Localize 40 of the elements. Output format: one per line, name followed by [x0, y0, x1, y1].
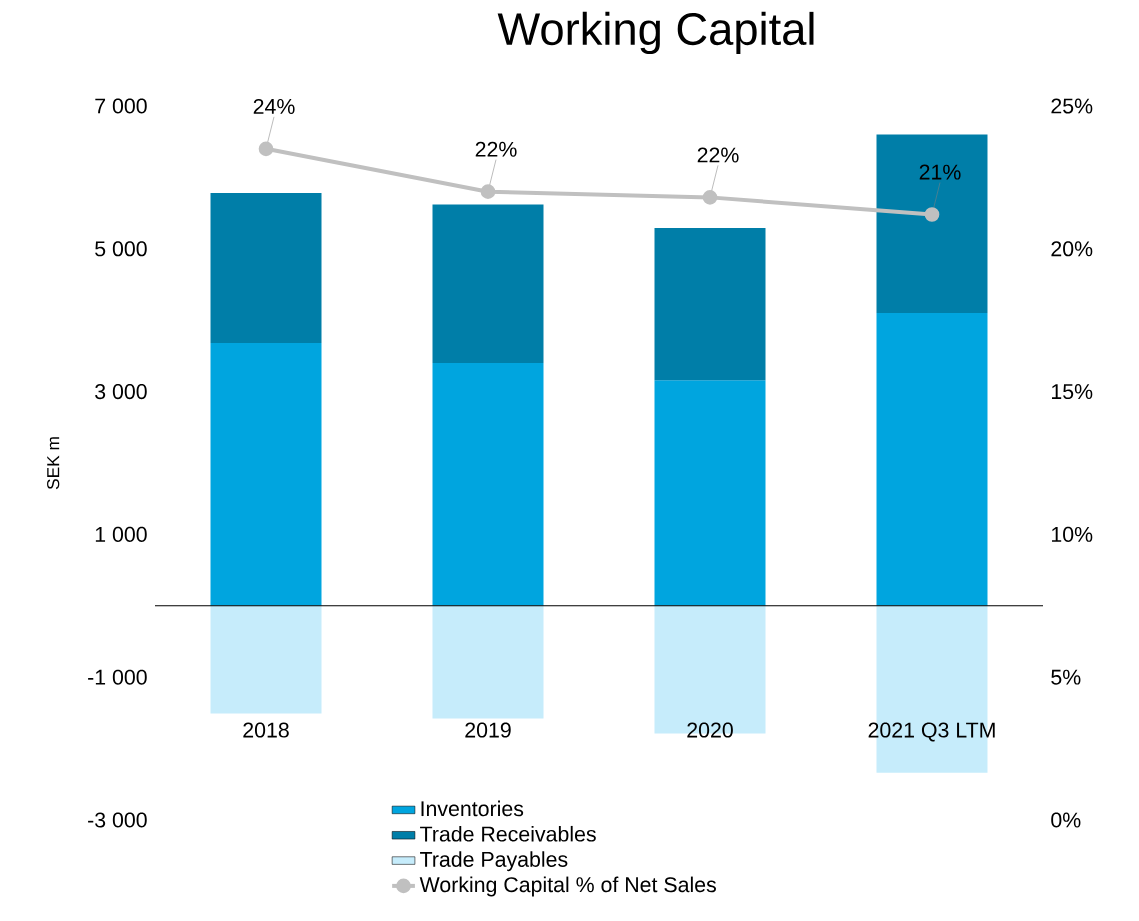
data-label: 21%: [919, 164, 961, 180]
bar: [210, 605, 322, 714]
chart-title: Working Capital: [497, 11, 814, 55]
y2-tick-label: 0%: [1051, 812, 1081, 828]
y-tick-label: 5 000: [95, 241, 147, 257]
y-tick-label: -3 000: [88, 812, 147, 828]
bar: [876, 313, 988, 606]
y2-tick-label: 20%: [1051, 241, 1093, 257]
bar: [432, 363, 544, 606]
point: [258, 141, 274, 157]
y-tick-label: -1 000: [88, 669, 147, 685]
bar: [210, 343, 322, 606]
bar: [654, 228, 766, 381]
data-label: 22%: [475, 141, 517, 157]
x-tick-label: 2020: [687, 722, 733, 738]
y-tick-label: 1 000: [95, 526, 147, 542]
data-label: 24%: [253, 98, 295, 114]
point: [924, 207, 940, 222]
x-tick-label: 2021 Q3 LTM: [868, 722, 995, 742]
point: [480, 184, 496, 199]
legend-label: Trade Payables: [420, 851, 568, 872]
y2-tick-label: 15%: [1052, 384, 1093, 400]
x-tick-label: 2019: [465, 722, 511, 738]
y-tick-label: 7 000: [95, 98, 147, 114]
x-tick-label: 2018: [243, 722, 289, 738]
y2-tick-label: 10%: [1052, 526, 1093, 542]
legend-label: Trade Receivables: [420, 825, 596, 842]
y-tick-label: 3 000: [95, 384, 147, 400]
bar: [876, 134, 988, 314]
bar: [210, 193, 322, 344]
y-axis-title: SEK m: [47, 437, 60, 490]
legend-label: Inventories: [421, 800, 524, 817]
bar: [432, 204, 544, 364]
y2-tick-label: 5%: [1051, 669, 1081, 685]
bar: [654, 380, 766, 606]
legend-label: Working Capital % of Net Sales: [419, 876, 716, 897]
bar: [432, 605, 544, 719]
point: [702, 190, 718, 205]
data-label: 22%: [697, 147, 739, 163]
y2-tick-label: 25%: [1051, 98, 1093, 114]
